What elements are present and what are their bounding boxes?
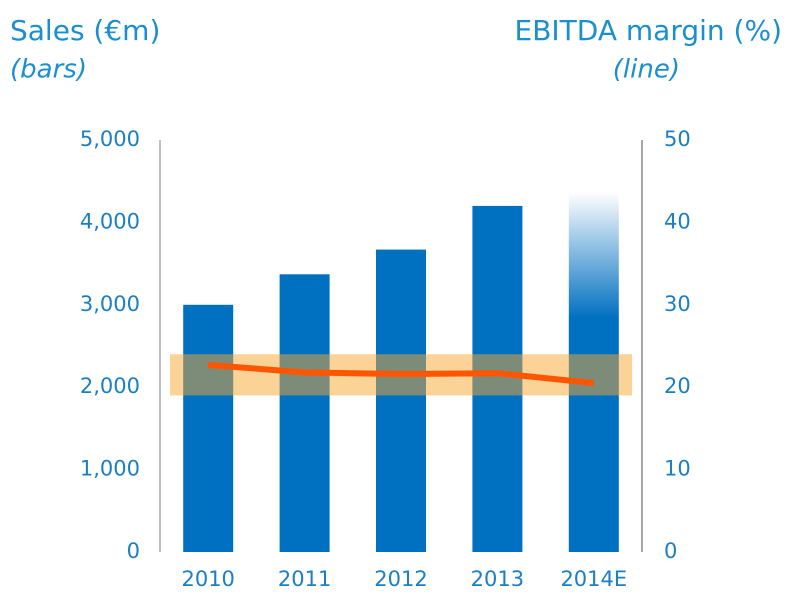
- y-tick-label: 0: [127, 539, 140, 563]
- x-tick-label: 2013: [471, 567, 524, 591]
- y-tick-label: 1,000: [80, 457, 140, 481]
- x-tick-label: 2014E: [560, 567, 627, 591]
- y2-tick-label: 10: [664, 457, 691, 481]
- y2-tick-label: 50: [664, 127, 691, 151]
- x-tick-label: 2011: [278, 567, 331, 591]
- line: [207, 361, 595, 387]
- x-tick-label: 2012: [374, 567, 427, 591]
- bar: [279, 274, 330, 552]
- bar: [376, 249, 426, 553]
- x-tick-label: 2010: [181, 567, 234, 591]
- y2-tick-label: 40: [664, 209, 691, 233]
- y2-subtitle: (line): [613, 55, 680, 85]
- y-tick-label: 5,000: [80, 127, 140, 151]
- chart-subtitle: (bars): [10, 55, 87, 85]
- bar: [183, 304, 234, 552]
- y-tick-label: 3,000: [80, 292, 140, 316]
- y-tick-label: 4,000: [80, 209, 140, 233]
- y2-tick-label: 0: [664, 539, 677, 563]
- y2-tick-label: 20: [664, 374, 691, 398]
- y2-tick-label: 30: [664, 292, 691, 316]
- y2-title: EBITDA margin (%): [515, 14, 783, 47]
- y-tick-label: 2,000: [80, 374, 140, 398]
- chart-title: Sales (€m): [10, 14, 160, 47]
